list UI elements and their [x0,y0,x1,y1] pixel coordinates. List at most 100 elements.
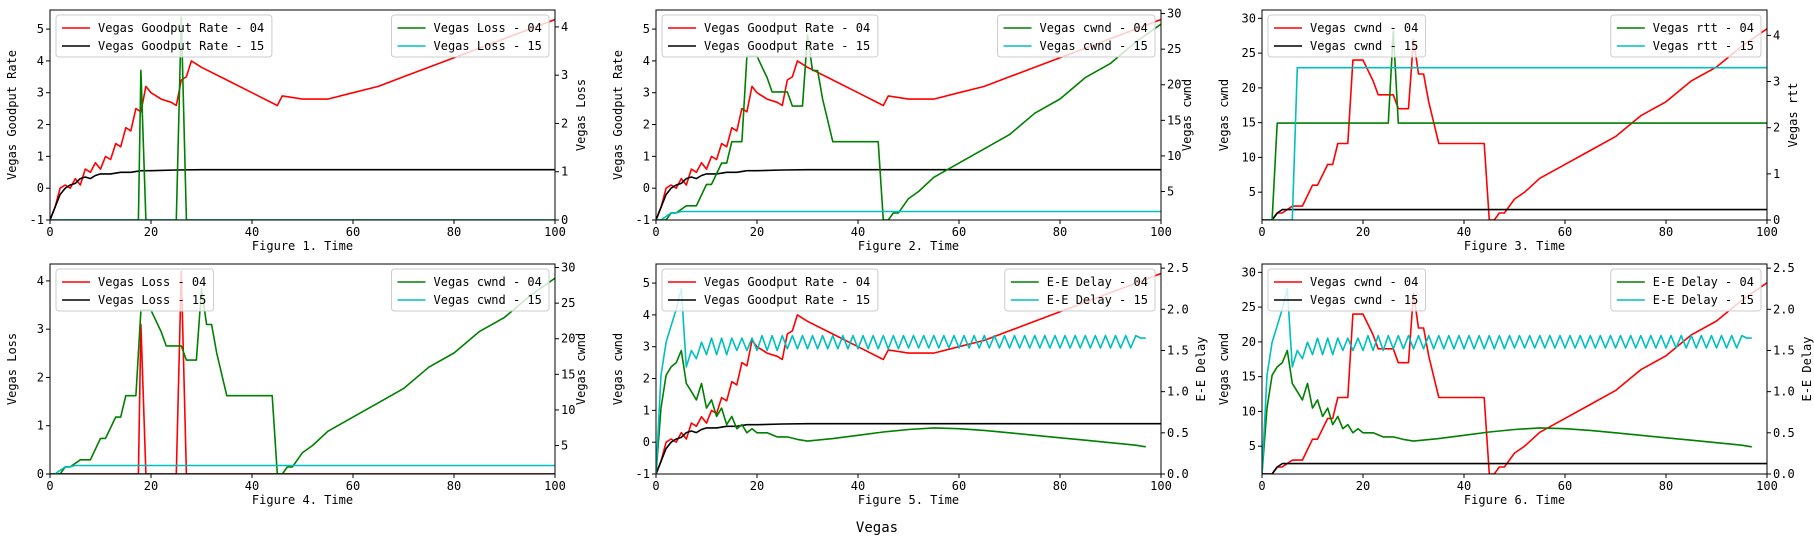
y-left-tick-label: 10 [1242,404,1256,418]
legend-entry: E-E Delay - 04 [1653,275,1754,289]
y-left-tick-label: 3 [37,86,44,100]
legend-right: E-E Delay - 04 E-E Delay - 15 [1610,268,1762,312]
y-left-tick-label: 3 [643,86,650,100]
x-tick-label: 0 [46,225,53,239]
x-tick-label: 20 [750,225,764,239]
series-line-3 [50,16,555,220]
y-right-tick-label: 0.5 [1167,426,1189,440]
series-line-4 [1262,287,1752,474]
legend-entry: Vegas cwnd - 04 [1040,21,1148,35]
x-tick-label: 60 [952,225,966,239]
y-left-axis-label: Vegas cwnd [611,333,625,405]
series-line-2 [656,422,1161,474]
y-left-tick-label: -1 [636,467,650,481]
y-right-axis-label: Vegas rtt [1786,82,1800,147]
legend-box [55,268,214,312]
chart-panel-4: 0 20 40 60 80 100 0 1 2 3 4 5 10 15 20 25 30 Figure 4. Ti… [5,261,588,507]
y-right-tick-label: 1 [561,165,568,179]
series-line-2 [50,168,555,220]
legend-entry: Vegas Goodput Rate - 15 [98,39,264,53]
y-left-tick-label: 3 [37,322,44,336]
x-tick-label: 0 [652,225,659,239]
series-line-3 [1262,349,1752,474]
y-left-tick-label: 30 [1242,265,1256,279]
y-left-axis-label: Vegas cwnd [1217,79,1231,151]
y-right-tick-label: 25 [1167,42,1181,56]
legend-right: E-E Delay - 04 E-E Delay - 15 [1004,268,1156,312]
legend-right: Vegas cwnd - 04 Vegas cwnd - 15 [997,14,1156,58]
y-left-tick-label: 0 [643,181,650,195]
y-right-tick-label: 0.0 [1773,467,1795,481]
series-group [656,272,1161,474]
legend-entry: Vegas cwnd - 04 [1310,275,1418,289]
y-left-tick-label: 15 [1242,116,1256,130]
y-right-tick-label: 4 [561,20,568,34]
x-tick-label: 0 [1258,225,1265,239]
y-right-tick-label: 0.5 [1773,426,1795,440]
y-left-axis-label: Vegas Goodput Rate [611,50,625,180]
legend-box [55,14,273,58]
y-left-axis-label: Vegas Loss [5,333,19,405]
y-left-tick-label: 4 [37,274,44,288]
y-right-tick-label: 3 [1773,75,1780,89]
x-tick-label: 100 [1150,479,1172,493]
y-right-tick-label: 10 [1167,149,1181,163]
x-tick-label: 20 [144,479,158,493]
y-right-tick-label: 2.5 [1773,261,1795,275]
y-left-tick-label: 20 [1242,81,1256,95]
y-left-tick-label: 2 [37,118,44,132]
legend-entry: Vegas Loss - 15 [434,39,542,53]
y-left-tick-label: 2 [643,372,650,386]
x-tick-label: 100 [1150,225,1172,239]
legend-entry: Vegas cwnd - 04 [1310,21,1418,35]
x-tick-label: 0 [1258,479,1265,493]
y-right-tick-label: 1.0 [1167,385,1189,399]
y-right-tick-label: 3 [561,68,568,82]
y-right-tick-label: 15 [561,367,575,381]
x-tick-label: 0 [46,479,53,493]
legend-entry: E-E Delay - 04 [1047,275,1148,289]
chart-panel-3: 0 20 40 60 80 100 5 10 15 20 25 30 0 1 2 3 4 Figure 3. Ti… [1217,9,1800,253]
legend-left: Vegas Goodput Rate - 04 Vegas Goodput Rat… [55,14,273,58]
x-tick-label: 20 [750,479,764,493]
y-right-tick-label: 15 [1167,113,1181,127]
y-right-tick-label: 2.0 [1167,302,1189,316]
y-right-tick-label: 5 [1167,185,1174,199]
series-group [50,270,555,474]
series-line-1 [1262,28,1767,220]
y-right-axis-label: Vegas Loss [574,79,588,151]
x-tick-label: 80 [447,225,461,239]
legend-entry: Vegas cwnd - 15 [1310,39,1418,53]
x-axis-label: Figure 1. Time [252,239,353,253]
x-tick-label: 40 [851,479,865,493]
x-tick-label: 80 [1053,225,1067,239]
y-left-tick-label: 0 [37,181,44,195]
y-right-tick-label: 0.0 [1167,467,1189,481]
y-right-axis-label: E-E Delay [1800,336,1814,401]
y-right-tick-label: 5 [561,439,568,453]
y-right-tick-label: 0 [561,213,568,227]
legend-entry: Vegas Goodput Rate - 04 [98,21,264,35]
series-group [1262,28,1767,220]
x-tick-label: 40 [245,479,259,493]
x-axis-label: Figure 3. Time [1464,239,1565,253]
x-tick-label: 60 [952,479,966,493]
y-left-axis-label: Vegas cwnd [1217,333,1231,405]
y-right-tick-label: 2.5 [1167,261,1189,275]
series-line-3 [656,349,1146,474]
legend-entry: Vegas Goodput Rate - 15 [704,293,870,307]
y-right-tick-label: 30 [561,261,575,275]
plot-frame [1261,263,1768,475]
y-right-axis-label: E-E Delay [1194,336,1208,401]
y-left-tick-label: 5 [1249,185,1256,199]
y-left-tick-label: -1 [30,213,44,227]
legend-box [391,14,550,58]
legend-entry: Vegas Goodput Rate - 04 [704,275,870,289]
legend-entry: Vegas Loss - 15 [98,293,206,307]
y-right-tick-label: 2 [561,116,568,130]
y-left-tick-label: 30 [1242,11,1256,25]
x-tick-label: 80 [447,479,461,493]
